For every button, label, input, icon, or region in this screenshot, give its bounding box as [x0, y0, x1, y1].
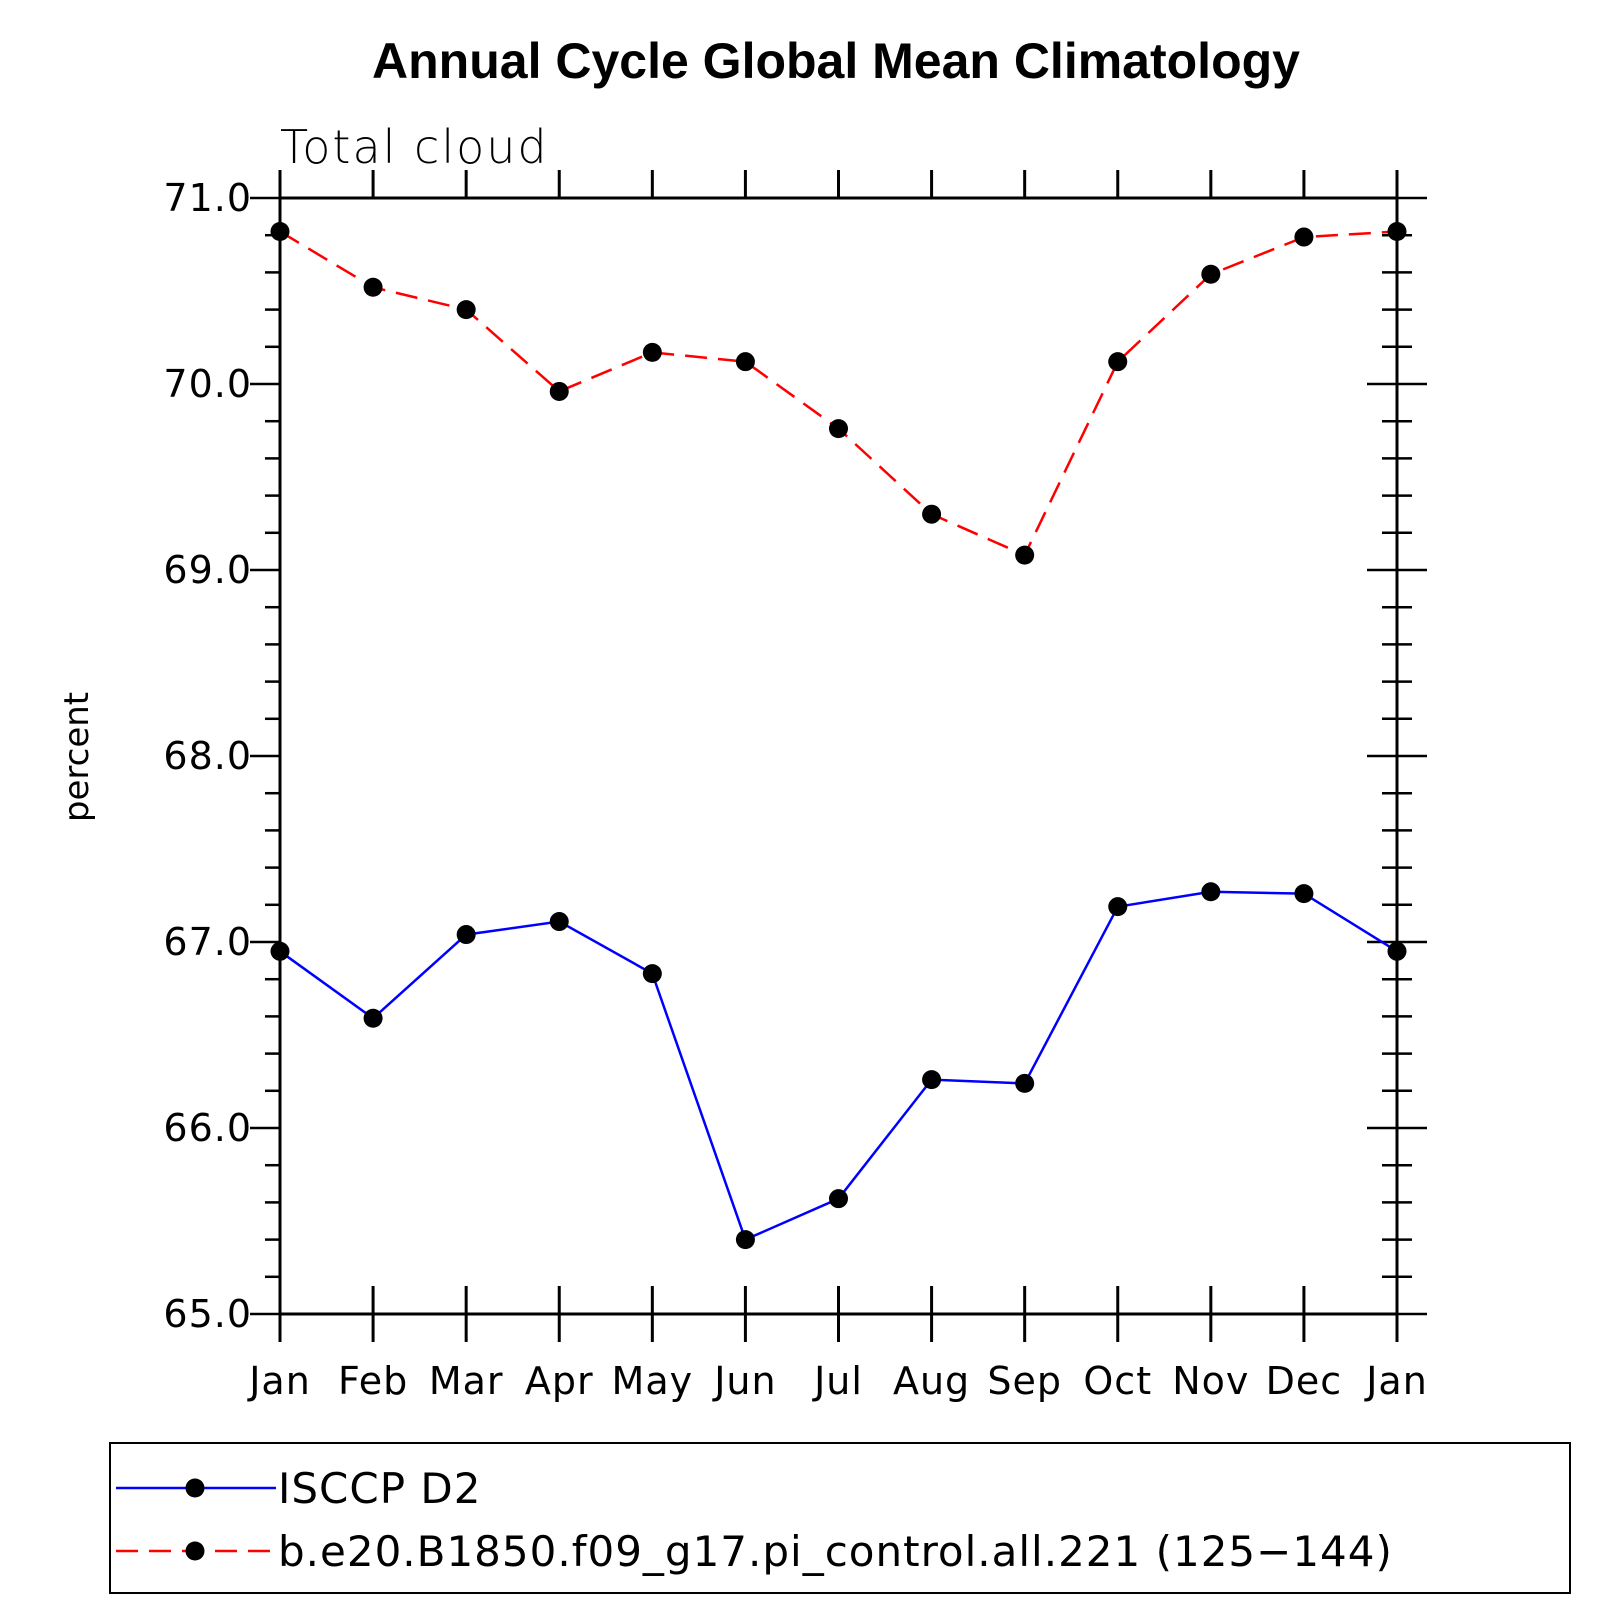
data-point — [270, 941, 290, 961]
y-tick-label: 69.0 — [163, 548, 252, 592]
x-tick-label: Feb — [338, 1359, 408, 1403]
data-point — [829, 1189, 848, 1209]
data-point — [1387, 941, 1407, 961]
data-point — [549, 912, 569, 932]
legend-marker — [185, 1541, 205, 1561]
series-line-1 — [279, 230, 1398, 557]
data-point — [642, 342, 662, 362]
x-tick-label: Dec — [1266, 1359, 1343, 1403]
data-point — [1294, 884, 1314, 904]
x-tick-label: Aug — [893, 1359, 970, 1403]
x-tick-label: Jan — [1364, 1359, 1428, 1403]
series-lines — [279, 230, 1398, 1242]
data-point — [1387, 221, 1407, 241]
chart-title: Annual Cycle Global Mean Climatology — [372, 33, 1300, 89]
data-point — [1015, 1073, 1035, 1093]
legend-label: ISCCP D2 — [278, 1464, 481, 1513]
y-tick-labels: 65.0 66.0 67.0 68.0 69.0 70.0 71.0 — [163, 176, 252, 1336]
x-tick-label: May — [612, 1359, 694, 1403]
x-tick-label: Oct — [1083, 1359, 1152, 1403]
data-point — [922, 1070, 942, 1090]
plot-frame — [278, 196, 1399, 1316]
data-point — [270, 221, 290, 241]
axis-ticks — [250, 170, 1427, 1342]
y-tick-label: 71.0 — [163, 176, 252, 220]
x-tick-label: Jun — [712, 1359, 776, 1403]
data-point — [642, 964, 662, 984]
data-point — [1108, 352, 1128, 372]
data-point — [549, 381, 569, 401]
y-tick-label: 67.0 — [163, 920, 252, 964]
x-tick-label: Apr — [525, 1359, 594, 1403]
y-tick-label: 68.0 — [163, 734, 252, 778]
legend: ISCCP D2 b.e20.B1850.f09_g17.pi_control.a… — [116, 1464, 1393, 1576]
data-point — [735, 1230, 755, 1250]
legend-box — [109, 1442, 1571, 1594]
data-point — [1108, 897, 1128, 917]
y-tick-label: 66.0 — [163, 1106, 252, 1150]
data-point — [363, 1008, 383, 1028]
data-point — [922, 504, 942, 524]
series-line-0 — [279, 890, 1398, 1242]
data-point — [829, 419, 848, 439]
data-point — [735, 352, 755, 372]
x-tick-label: Mar — [429, 1359, 504, 1403]
legend-label: b.e20.B1850.f09_g17.pi_control.all.221 (… — [278, 1527, 1393, 1576]
y-axis-label: percent — [57, 692, 97, 822]
data-point — [456, 925, 476, 945]
x-tick-labels: Jan Feb Mar Apr May Jun Jul Aug Sep Oct Nov Dec Jan — [247, 1359, 1428, 1403]
data-point — [1294, 227, 1314, 247]
data-point — [1015, 545, 1035, 565]
x-tick-label: Jul — [812, 1359, 863, 1403]
data-point — [1201, 882, 1221, 902]
data-point — [1201, 264, 1221, 284]
data-point — [363, 277, 383, 297]
x-tick-label: Nov — [1172, 1359, 1249, 1403]
x-tick-label: Sep — [987, 1359, 1062, 1403]
y-tick-label: 65.0 — [163, 1292, 252, 1336]
chart-subtitle: Total cloud — [280, 120, 549, 174]
legend-marker — [185, 1478, 205, 1498]
y-tick-label: 70.0 — [163, 362, 252, 406]
series-points — [270, 221, 1407, 1250]
x-tick-label: Jan — [247, 1359, 311, 1403]
data-point — [456, 300, 476, 320]
